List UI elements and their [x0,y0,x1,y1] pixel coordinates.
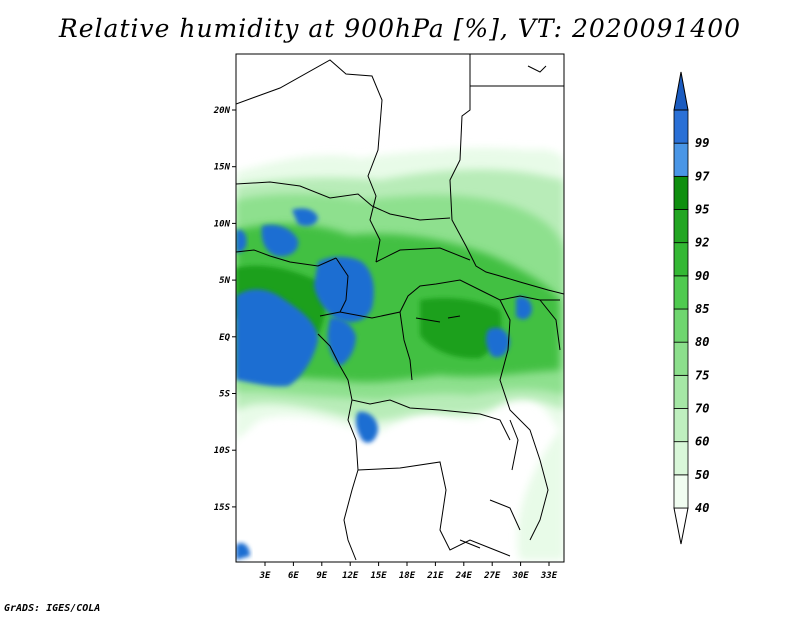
colorbar-label: 85 [695,302,709,316]
rh-region-dark [420,298,502,359]
colorbar-segment [673,209,689,244]
rh-region-blue [236,289,318,387]
colorbar-segment [673,308,689,343]
colorbar-segment [673,441,689,476]
lon-tick-label: 24E [455,571,473,581]
lon-tick-label: 30E [511,571,529,581]
rh-region-blue [236,229,247,253]
colorbar-segment [673,275,689,310]
lon-tick-label: 33E [540,571,558,581]
lon-tick-label: 21E [426,571,444,581]
lat-tick-label: 5N [219,276,230,286]
colorbar-segment [673,474,689,509]
rh-region-blue [516,296,532,320]
humidity-field [236,147,564,560]
colorbar-label: 50 [695,468,709,482]
colorbar-label: 75 [695,368,709,382]
rh-region-blue [236,543,250,560]
rh-region-blue [327,317,356,366]
lat-tick-label: 5S [219,390,230,400]
lon-tick-label: 15E [370,571,387,581]
lat-tick-label: 15N [214,163,231,173]
rh-region-dry [236,433,335,525]
lon-tick-label: 3E [259,571,271,581]
longitude-axis: 3E 6E 9E 12E 15E 18E 21E 24E 27E 30E 33E [259,562,558,581]
map-title: Relative humidity at 900hPa [%], VT: 202… [58,14,742,43]
colorbar-label: 60 [695,435,709,449]
colorbar-segment [673,408,689,443]
colorbar-legend: 40 50 60 70 75 80 85 90 92 95 97 99 [673,71,710,545]
lon-tick-label: 12E [342,571,359,581]
map-frame [235,53,565,563]
country-borders [236,54,564,561]
rh-region-blue [261,224,299,257]
colorbar-label: 80 [695,335,709,349]
colorbar-label: 97 [695,169,710,183]
rh-region-blue [485,327,510,358]
colorbar-label: 99 [695,136,709,150]
colorbar-label: 95 [695,203,709,217]
lat-tick-label: 10S [214,446,231,456]
colorbar-upper-arrow [673,71,689,111]
credit-text: GrADS: IGES/COLA [4,603,101,614]
colorbar-lower-arrow [673,507,689,545]
colorbar-label: 40 [695,501,709,515]
latitude-axis: 20N 15N 10N 5N EQ 5S 10S 15S [213,106,236,513]
colorbar-segment [673,175,689,210]
lat-tick-label: EQ [219,333,230,343]
lon-tick-label: 6E [288,571,299,581]
colorbar-label: 70 [695,402,709,416]
rh-region-blue [292,208,318,226]
colorbar-segment [673,341,689,376]
colorbar-segment [673,142,689,177]
colorbar-segment [673,242,689,277]
rh-region-blue [355,411,378,443]
colorbar-label: 92 [695,236,709,250]
lat-tick-label: 10N [214,219,231,229]
colorbar-label: 90 [695,269,709,283]
colorbar-segment [673,109,689,144]
rh-region-blue [314,256,374,323]
lat-tick-label: 20N [213,106,231,116]
rh-region-dry [373,421,502,560]
colorbar-segment [673,374,689,409]
lat-tick-label: 15S [214,503,231,513]
lon-tick-label: 9E [316,571,327,581]
map-plot-area: 3E 6E 9E 12E 15E 18E 21E 24E 27E 30E 33E 20N 15N 10N… [213,53,565,581]
lon-tick-label: 18E [399,571,416,581]
lon-tick-label: 27E [483,571,501,581]
